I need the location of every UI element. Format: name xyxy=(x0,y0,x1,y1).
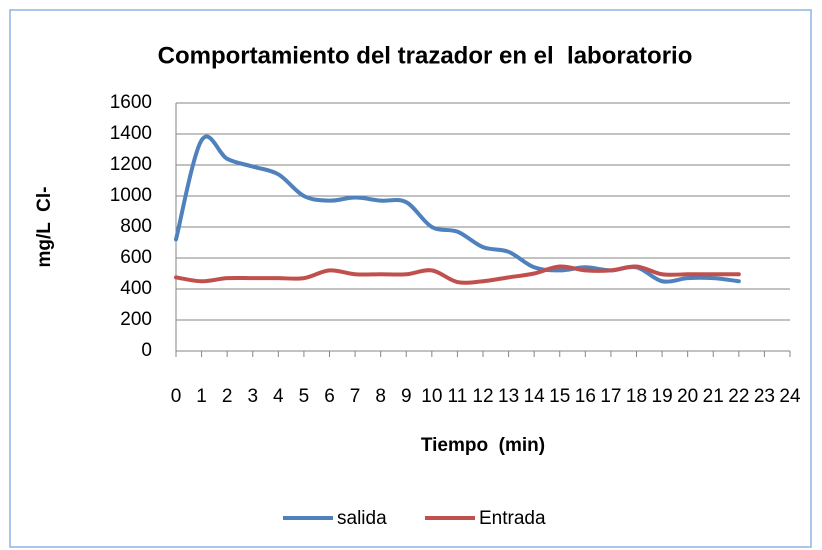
y-tick-label: 1200 xyxy=(110,154,152,175)
legend-label: Entrada xyxy=(479,508,546,529)
x-tick-label: 11 xyxy=(448,386,468,407)
x-tick-label: 3 xyxy=(247,386,258,407)
x-axis-label: Tiempo (min) xyxy=(421,435,545,456)
x-tick-label: 16 xyxy=(575,386,596,407)
y-tick-label: 600 xyxy=(120,247,152,268)
x-tick-label: 0 xyxy=(171,386,182,407)
line-series xyxy=(174,264,741,285)
x-tick-label: 24 xyxy=(779,386,801,407)
x-tick-label: 21 xyxy=(703,386,724,407)
x-tick-label: 1 xyxy=(196,386,207,407)
chart-title: Comportamiento del trazador en el labora… xyxy=(158,42,693,69)
y-tick-label: 800 xyxy=(120,216,152,237)
x-tick-label: 7 xyxy=(350,386,361,407)
y-tick-label: 0 xyxy=(141,340,152,361)
x-tick-label: 9 xyxy=(401,386,412,407)
x-tick-label: 15 xyxy=(549,386,570,407)
x-tick-label: 5 xyxy=(299,386,310,407)
x-tick-label: 20 xyxy=(677,386,698,407)
x-tick-label: 4 xyxy=(273,386,284,407)
x-tick-label: 22 xyxy=(728,386,749,407)
y-tick-label: 400 xyxy=(120,278,152,299)
legend-label: salida xyxy=(337,508,387,529)
x-tick-label: 8 xyxy=(375,386,386,407)
x-tick-label: 23 xyxy=(754,386,775,407)
x-tick-label: 12 xyxy=(472,386,493,407)
x-tick-label: 19 xyxy=(652,386,673,407)
y-tick-label: 1400 xyxy=(110,123,152,144)
x-tick-label: 6 xyxy=(324,386,335,407)
x-tick-label: 13 xyxy=(498,386,519,407)
y-tick-label: 200 xyxy=(120,309,152,330)
x-tick-label: 14 xyxy=(524,386,546,407)
x-tick-label: 10 xyxy=(421,386,442,407)
x-tick-label: 17 xyxy=(600,386,621,407)
y-tick-label: 1600 xyxy=(110,92,152,113)
x-tick-label: 2 xyxy=(222,386,233,407)
y-tick-label: 1000 xyxy=(110,185,152,206)
y-axis-label: mg/L Cl- xyxy=(34,187,55,268)
x-tick-label: 18 xyxy=(626,386,647,407)
